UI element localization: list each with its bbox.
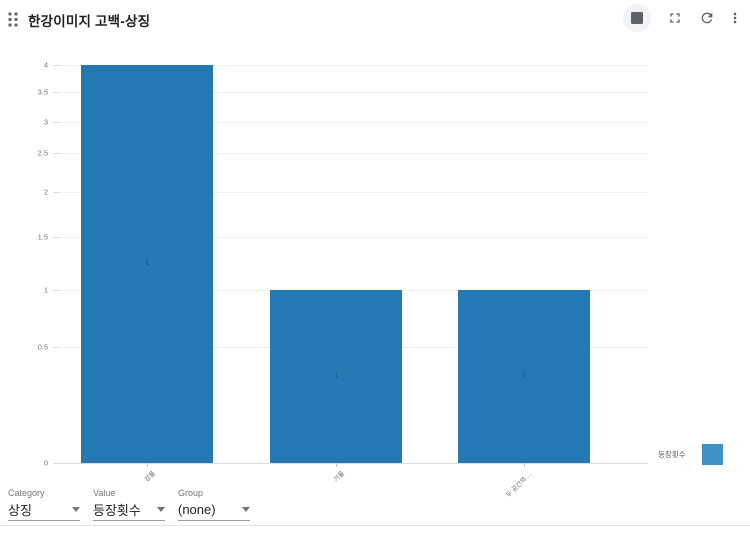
y-tick-label: 0 xyxy=(43,458,48,468)
refresh-icon xyxy=(699,10,715,26)
y-tick-label: 4 xyxy=(43,60,48,70)
category-select[interactable]: Category 상징 xyxy=(8,488,80,521)
kebab-menu-icon xyxy=(727,10,743,26)
y-tick-label: 1 xyxy=(43,285,48,295)
bar xyxy=(457,289,590,463)
y-tick-label: 2 xyxy=(43,187,48,197)
group-select-label: Group xyxy=(178,488,204,498)
y-tick-label: 2.5 xyxy=(37,148,48,158)
x-tick-label: 거울 xyxy=(333,470,347,484)
gridline xyxy=(60,91,648,93)
drag-handle-icon[interactable] xyxy=(6,11,20,28)
x-axis-tick xyxy=(336,463,338,467)
value-select-label: Value xyxy=(93,488,116,498)
y-axis-tick xyxy=(53,463,60,464)
gridline xyxy=(60,65,648,66)
y-axis-tick xyxy=(53,121,60,123)
y-tick-label: 1.5 xyxy=(37,232,48,242)
y-tick-label: 3 xyxy=(43,117,48,127)
y-tick-label: 0.5 xyxy=(37,342,48,352)
image-view-button[interactable] xyxy=(623,4,651,32)
value-select[interactable]: Value 등장횟수 xyxy=(93,488,165,521)
bar-value-label: 4 xyxy=(145,260,149,268)
y-axis-tick xyxy=(53,91,60,93)
gridline xyxy=(60,152,648,154)
x-tick-label: 두 공간의 … xyxy=(504,470,535,500)
x-tick-label: 강물 xyxy=(143,470,158,484)
gridline xyxy=(60,121,648,123)
category-select-label: Category xyxy=(8,488,45,498)
gridline xyxy=(60,463,648,464)
bar xyxy=(270,289,403,463)
chart-legend: 등장횟수 xyxy=(658,444,723,465)
y-axis-tick xyxy=(53,289,60,291)
y-tick-label: 3.5 xyxy=(37,87,48,97)
dropdown-arrow-icon xyxy=(242,507,250,512)
bar-value-label: 1 xyxy=(521,372,526,380)
y-axis-tick xyxy=(53,237,60,238)
fullscreen-button[interactable] xyxy=(661,4,689,32)
y-axis-tick xyxy=(53,346,60,348)
group-select-value: (none) xyxy=(178,502,216,517)
gridline xyxy=(60,237,648,238)
group-select[interactable]: Group (none) xyxy=(178,488,250,521)
bottom-divider xyxy=(0,525,750,526)
fullscreen-icon xyxy=(667,10,683,26)
y-axis-tick xyxy=(53,192,60,193)
refresh-button[interactable] xyxy=(693,4,721,32)
y-axis-tick xyxy=(53,152,60,154)
value-select-value: 등장횟수 xyxy=(93,503,141,518)
legend-label: 등장횟수 xyxy=(658,450,686,459)
page-title: 한강이미지 고백-상징 xyxy=(28,14,151,29)
dropdown-arrow-icon xyxy=(157,507,165,512)
dropdown-arrow-icon xyxy=(72,507,80,512)
bar-value-label: 1 xyxy=(334,372,339,380)
image-icon xyxy=(629,10,645,26)
y-axis-tick xyxy=(53,65,60,66)
x-axis-tick xyxy=(147,463,149,467)
x-axis-tick xyxy=(523,463,525,467)
legend-swatch xyxy=(701,444,723,465)
gridline xyxy=(60,192,648,193)
more-options-button[interactable] xyxy=(721,4,749,32)
category-select-value: 상징 xyxy=(8,503,32,518)
bar xyxy=(81,65,214,463)
